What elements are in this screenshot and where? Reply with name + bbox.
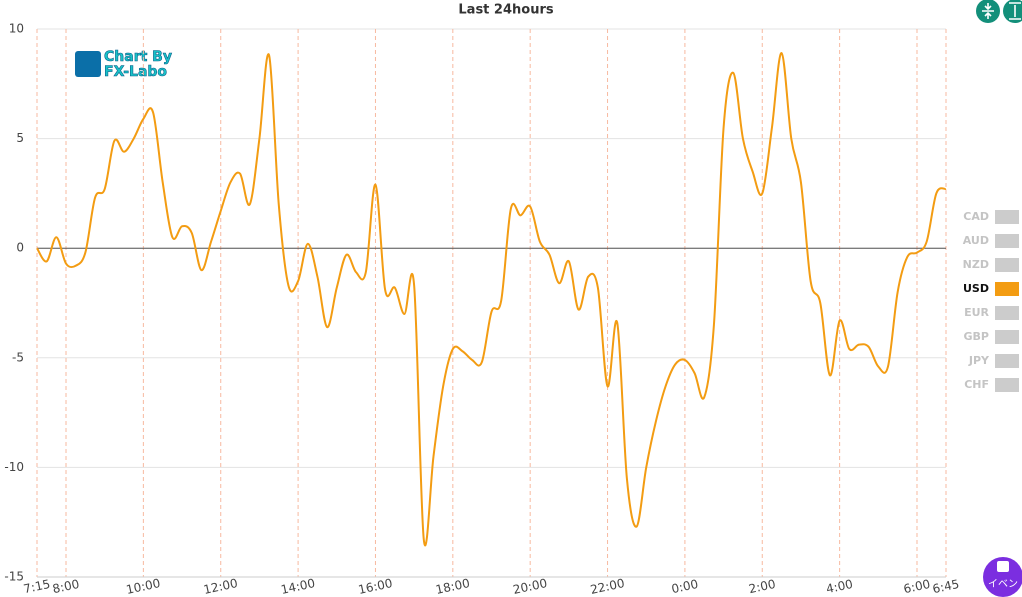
legend-swatch: [995, 258, 1019, 272]
legend-swatch: [995, 378, 1019, 392]
legend-swatch: [995, 354, 1019, 368]
event-button-circle[interactable]: [983, 557, 1022, 597]
legend-swatch: [995, 234, 1019, 248]
x-tick-label: 10:00: [125, 576, 162, 597]
watermark-line: Chart By: [104, 49, 172, 65]
legend-label: NZD: [963, 258, 989, 271]
legend-swatch: [995, 306, 1019, 320]
x-tick-label: 0:00: [670, 577, 699, 596]
icon: [997, 561, 1009, 572]
x-tick-label: 20:00: [512, 576, 549, 597]
x-tick-label: 18:00: [434, 576, 471, 597]
y-tick-label: 0: [16, 241, 24, 255]
x-tick-label: 7:15: [22, 577, 51, 596]
icon: [1009, 2, 1021, 20]
x-tick-label: 14:00: [280, 576, 317, 597]
watermark-line: FX-Labo: [104, 64, 167, 80]
grid: [36, 28, 947, 578]
icon: [982, 3, 994, 19]
x-tick-label: 2:00: [748, 577, 777, 596]
y-tick-label: -15: [4, 570, 24, 584]
watermark-icon: [75, 51, 101, 77]
legend-label: JPY: [968, 354, 990, 367]
y-tick-label: -10: [4, 460, 24, 474]
expand-button[interactable]: [1003, 0, 1022, 23]
y-tick-label: -5: [12, 350, 24, 364]
y-tick-label: 10: [9, 22, 24, 36]
legend-label: GBP: [964, 330, 989, 343]
legend-label: CHF: [964, 378, 989, 391]
x-tick-label: 22:00: [589, 576, 626, 597]
legend-swatch: [995, 330, 1019, 344]
watermark: Chart By FX-Labo: [75, 49, 172, 80]
x-tick-label: 4:00: [825, 577, 854, 596]
legend-label: CAD: [963, 210, 989, 223]
toolbar[interactable]: [976, 0, 1022, 23]
legend-label: EUR: [964, 306, 989, 319]
legend-swatch: [995, 282, 1019, 296]
legend-swatch: [995, 210, 1019, 224]
x-tick-label: 6:00: [902, 577, 931, 596]
legend-label: AUD: [963, 234, 989, 247]
y-tick-label: 5: [16, 131, 24, 145]
event-button[interactable]: イベン: [983, 557, 1022, 597]
x-tick-label: 12:00: [202, 576, 239, 597]
event-button-label: イベン: [988, 578, 1018, 590]
series-line: [36, 52, 947, 547]
legend-label: USD: [963, 282, 989, 295]
x-tick-label: 8:00: [51, 577, 80, 596]
x-tick-label: 6:45: [931, 577, 960, 596]
chart-title: Last 24hours: [458, 3, 553, 18]
x-tick-label: 16:00: [357, 576, 394, 597]
